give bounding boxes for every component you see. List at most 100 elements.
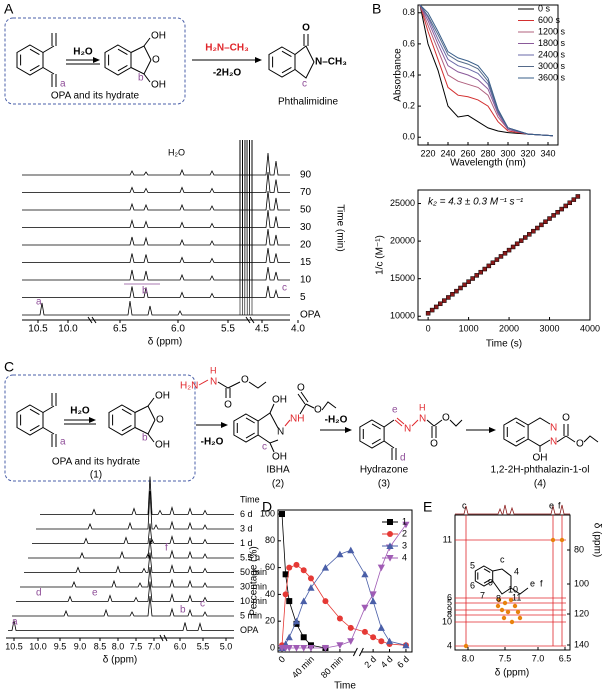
y-tick-label: 120 [574, 608, 589, 618]
point [502, 251, 508, 256]
point [555, 209, 560, 215]
axis-title: Percentage (%) [249, 546, 260, 615]
peak-label: e [92, 588, 98, 599]
spectrum [32, 523, 234, 544]
x-tick-label: 10.5 [5, 641, 23, 651]
marker [377, 564, 385, 572]
marker [279, 511, 285, 518]
marker [361, 628, 368, 635]
axis-title: δ (ppm) [103, 655, 137, 666]
marker [286, 598, 293, 605]
marker [402, 641, 410, 649]
marker [347, 546, 355, 554]
point [450, 292, 455, 297]
bond [42, 33, 57, 53]
y-tick-label: 80 [265, 535, 275, 545]
point [454, 288, 459, 294]
double-bond [121, 424, 132, 432]
atom-label: c [500, 554, 505, 564]
time-label: OPA [300, 310, 321, 321]
time-label: 50 [300, 205, 312, 216]
y-tick-label: 0.2 [402, 100, 415, 110]
x-tick-label: 9.0 [74, 641, 87, 651]
atom: O [297, 383, 305, 394]
time-label: 50 min [240, 567, 267, 577]
point [462, 282, 467, 288]
panel-label: B [372, 1, 381, 17]
caption: OPA and its hydrate [52, 457, 141, 468]
panel-label: E [423, 499, 432, 515]
point [506, 247, 512, 253]
marker [402, 521, 410, 529]
legend-label: 4 [402, 552, 407, 562]
x-tick-label: 2000 [499, 323, 519, 333]
bond [492, 568, 529, 595]
y-tick-label: 140 [574, 639, 589, 649]
marker [282, 591, 289, 598]
bond [269, 442, 275, 453]
bond [134, 405, 156, 435]
marker [307, 584, 315, 591]
marker [385, 637, 394, 645]
time-label: 5 [300, 292, 306, 303]
caption: Phthalimidine [278, 97, 338, 108]
cross-peak [505, 609, 511, 615]
y-tick-label: 10000 [390, 311, 415, 321]
x-tick-label: 0 [426, 323, 431, 333]
x-tick-label: 280 [480, 148, 495, 158]
bond [147, 397, 155, 407]
bond [583, 435, 599, 443]
x-tick-label: 7.0 [532, 653, 545, 663]
x-tick-label: 2 d [362, 654, 378, 670]
x-tick-label: 8.0 [112, 641, 125, 651]
legend-label: 2400 s [538, 49, 566, 59]
spectrum [16, 581, 234, 602]
point [494, 257, 500, 262]
spectrum [28, 537, 234, 559]
atom: O [576, 439, 584, 450]
x-tick-label: 5.0 [220, 641, 233, 651]
y-tick-label: 0.4 [402, 69, 415, 79]
marker [387, 531, 393, 537]
marker [369, 597, 377, 605]
double-bond [371, 438, 381, 445]
panel-label: A [4, 1, 14, 17]
bond [130, 45, 152, 75]
x-tick-label: 10.0 [58, 324, 78, 335]
bond [383, 419, 395, 428]
marker [322, 598, 329, 605]
x-tick-label: 3000 [540, 323, 560, 333]
double-bond [371, 423, 381, 430]
caption: (1) [90, 470, 102, 481]
spectrum [22, 247, 290, 263]
double-bond [29, 424, 40, 432]
double-bond [515, 421, 525, 428]
x-tick-label: 8.5 [94, 641, 107, 651]
x-tick-label: 8.0 [462, 653, 475, 663]
point [442, 298, 447, 303]
x-tick-label: 320 [520, 148, 535, 158]
y-tick-label: 100 [574, 578, 589, 588]
spectrum [40, 476, 234, 515]
x-tick-label: 0 [276, 654, 287, 665]
point [575, 194, 581, 199]
peak-label: e [549, 500, 554, 510]
atom: O [562, 413, 570, 424]
bond [321, 401, 337, 411]
time-label: 15 [300, 257, 312, 268]
double-bond [515, 436, 525, 443]
row-label: 11 [443, 534, 452, 544]
double-bond [245, 417, 255, 424]
double-bond [281, 50, 292, 58]
y-tick-label: 80 [574, 544, 584, 554]
x-tick-label: 340 [540, 148, 555, 158]
spectrum [8, 620, 234, 631]
bond [294, 34, 315, 79]
point [498, 254, 504, 259]
marker [361, 604, 369, 612]
atom: OH [533, 453, 548, 464]
peak-label: f [558, 500, 561, 510]
marker [361, 570, 369, 578]
site-label: a [60, 437, 66, 448]
time-label: 3 d [240, 523, 253, 533]
